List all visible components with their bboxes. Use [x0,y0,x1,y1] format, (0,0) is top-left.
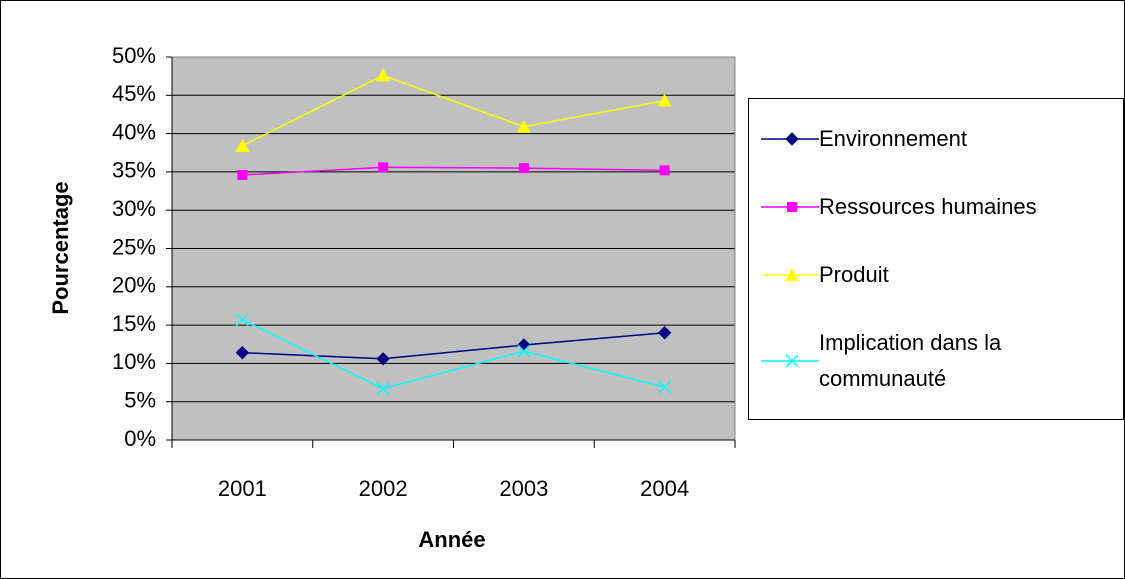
legend-marker [785,268,799,281]
marker [518,163,529,174]
legend-icon [761,132,819,146]
legend-entry: Produit [749,257,1123,293]
marker [235,313,249,327]
legend-marker [785,132,799,146]
series-line [242,166,665,176]
marker [376,352,390,366]
legend-icon [761,354,819,368]
marker [517,344,531,358]
series-line [242,332,665,360]
y-tick-label: 20% [112,273,156,298]
x-axis-label: Année [418,527,485,552]
y-axis-label: Pourcentage [48,181,73,314]
legend-label: Produit [819,262,889,287]
y-tick-label: 5% [124,388,156,413]
legend-marker [787,202,797,212]
legend-label: Ressources humaines [819,194,1037,219]
marker [235,345,250,360]
y-tick-label: 0% [124,426,156,451]
legend-entry: Implication dans la communauté [749,325,1123,397]
legend-entry: Ressources humaines [749,189,1123,225]
legend-label: Environnement [819,126,967,151]
x-tick-label: 2003 [499,476,548,501]
y-tick-label: 30% [112,196,156,221]
legend-marker [785,354,799,368]
marker [376,68,391,82]
y-tick-label: 40% [112,119,156,144]
y-tick-label: 45% [112,81,156,106]
marker [657,326,672,340]
x-tick-label: 2004 [640,476,689,501]
y-tick-label: 35% [112,158,156,183]
marker [659,165,670,176]
y-tick-label: 10% [112,349,156,374]
marker [237,169,248,180]
y-tick-label: 25% [112,234,156,259]
legend-icon [761,268,819,281]
x-tick-label: 2001 [218,476,267,501]
x-tick-label: 2002 [359,476,408,501]
legend: Environnement Ressources humaines Produit I… [748,98,1124,420]
series-line [242,319,665,390]
y-tick-label: 50% [112,43,156,68]
marker [657,93,672,107]
marker [235,138,250,152]
series-line [242,74,665,147]
legend-label: Implication dans la communauté [819,330,1002,391]
marker [658,380,672,394]
y-tick-label: 15% [112,311,156,336]
marker [378,162,389,173]
marker [516,119,531,133]
legend-entry: Environnement [749,121,1123,157]
marker [376,382,390,396]
legend-icon [761,202,819,212]
